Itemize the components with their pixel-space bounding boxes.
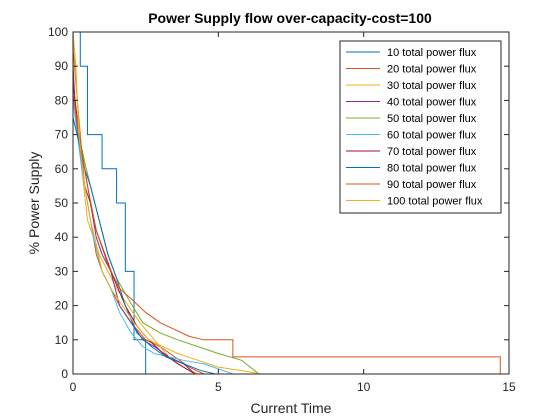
x-tick-label-5: 5 [215,380,222,394]
ticks-layer: 0 5 10 15 0 10 20 30 40 50 60 70 80 90 100 [48,25,516,394]
legend-label-4: 40 total power flux [387,97,477,109]
y-tick-label-30: 30 [55,264,69,278]
legend-label-5: 50 total power flux [387,113,477,125]
y-tick-label-50: 50 [55,196,69,210]
y-tick-label-10: 10 [55,333,69,347]
chart-title: Power Supply flow over-capacity-cost=100 [148,10,432,26]
legend-label-9: 90 total power flux [387,179,477,191]
y-tick-label-70: 70 [55,128,69,142]
legend: 10 total power flux 20 total power flux 30… [339,40,502,214]
y-tick-label-60: 60 [55,162,69,176]
legend-label-10: 100 total power flux [387,196,483,208]
x-tick-label-0: 0 [70,380,77,394]
y-tick-label-90: 90 [55,59,69,73]
series-line-5 [72,83,260,375]
legend-label-2: 20 total power flux [387,64,477,76]
x-axis-label: Current Time [251,400,332,416]
y-tick-label-20: 20 [55,299,69,313]
legend-label-6: 60 total power flux [387,130,477,142]
series-line-9 [72,93,501,374]
series-line-10 [72,31,263,375]
x-tick-label-15: 15 [502,380,516,394]
x-tick-label-10: 10 [357,380,371,394]
y-tick-label-0: 0 [61,367,68,381]
legend-label-7: 70 total power flux [387,146,477,158]
series-layer [72,31,501,375]
y-tick-label-80: 80 [55,93,69,107]
y-tick-label-100: 100 [48,25,68,39]
legend-label-1: 10 total power flux [387,47,477,59]
y-axis-label: % Power Supply [26,152,42,255]
series-line-1 [73,31,161,375]
legend-label-3: 30 total power flux [387,80,477,92]
legend-label-8: 80 total power flux [387,163,477,175]
y-tick-label-40: 40 [55,230,69,244]
